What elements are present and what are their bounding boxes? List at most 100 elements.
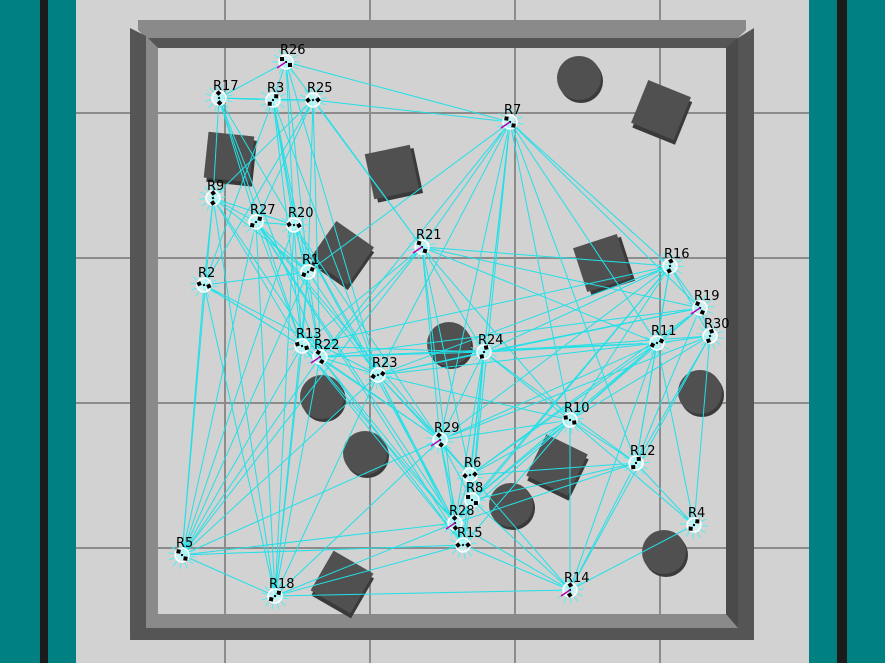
robot-r23[interactable]: R23 [358, 355, 398, 394]
comm-link [509, 121, 658, 344]
robot-markers [176, 549, 188, 561]
robot-r1[interactable]: R1 [290, 253, 326, 290]
comm-link [471, 419, 571, 501]
robot-label: R26 [280, 43, 306, 58]
robot-r9[interactable]: R9 [194, 179, 233, 218]
comm-link [471, 121, 511, 501]
comm-link [569, 265, 671, 421]
robot-markers [466, 494, 478, 506]
comm-link [212, 197, 257, 223]
wall-south-face [146, 614, 738, 628]
robot-r12[interactable]: R12 [621, 444, 656, 478]
robot-r11[interactable]: R11 [638, 324, 677, 362]
robot-r22[interactable]: R22 [301, 338, 340, 377]
comm-link [421, 121, 511, 248]
left-band [0, 0, 40, 663]
left-band-edge [40, 0, 48, 663]
robot-r21[interactable]: R21 [405, 228, 442, 264]
robot-label: R27 [250, 203, 276, 218]
comm-link [471, 265, 671, 501]
trail [276, 61, 287, 69]
comm-link [293, 224, 441, 441]
robot-markers [631, 456, 641, 470]
comm-link [569, 342, 658, 591]
comm-link [421, 246, 671, 267]
robot-label: R3 [267, 81, 284, 96]
comm-link [469, 419, 571, 476]
robot-r15[interactable]: R15 [443, 525, 483, 564]
comm-link [274, 356, 321, 597]
robot-r17[interactable]: R17 [199, 78, 239, 118]
comm-link [483, 265, 671, 353]
comm-link [274, 589, 571, 597]
trail [560, 589, 571, 597]
robot-r25[interactable]: R25 [293, 80, 333, 119]
comm-link [301, 345, 464, 546]
robot-r26[interactable]: R26 [272, 43, 306, 76]
comm-link [203, 284, 379, 376]
comm-link [635, 462, 695, 526]
wall-north-face [146, 38, 738, 48]
comm-link [421, 246, 441, 441]
robot-markers [301, 266, 315, 278]
comm-link [693, 335, 711, 526]
comm-link [293, 224, 309, 273]
comm-link [293, 224, 303, 347]
robot-label: R24 [478, 333, 504, 348]
comm-link [218, 97, 295, 226]
trail [500, 121, 511, 129]
robot-r16[interactable]: R16 [651, 247, 690, 285]
comm-link [255, 221, 303, 347]
comm-link [377, 351, 485, 376]
robot-r6[interactable]: R6 [450, 455, 490, 495]
comm-link [483, 335, 711, 353]
robot-r2[interactable]: R2 [186, 266, 223, 303]
robot-r4[interactable]: R4 [679, 506, 709, 540]
robot-markers [688, 519, 700, 531]
robot-r14[interactable]: R14 [551, 571, 590, 610]
comm-link [181, 439, 441, 556]
robot-r7[interactable]: R7 [494, 103, 526, 138]
communication-links [181, 61, 711, 597]
robot-label: R5 [176, 536, 193, 551]
robot-r3[interactable]: R3 [258, 81, 288, 115]
robot-label: R18 [269, 577, 295, 592]
robot-markers [455, 542, 471, 548]
robot-r27[interactable]: R27 [239, 203, 276, 239]
robot-r30[interactable]: R30 [692, 317, 730, 354]
comm-link [272, 99, 379, 376]
robot-r24[interactable]: R24 [468, 333, 504, 368]
robot-markers [267, 94, 279, 106]
comm-link [181, 271, 309, 556]
comm-link [212, 197, 295, 226]
robot-r18[interactable]: R18 [258, 577, 295, 613]
robot-r8[interactable]: R8 [457, 481, 487, 515]
robot-r19[interactable]: R19 [682, 289, 720, 326]
comm-link [307, 271, 321, 358]
robot-markers [305, 97, 321, 103]
right-band-inner [809, 0, 837, 663]
robot-label: R20 [288, 206, 314, 221]
comm-link [181, 554, 276, 597]
comm-link [272, 99, 309, 273]
robot-r10[interactable]: R10 [554, 401, 590, 436]
robot-r28[interactable]: R28 [435, 503, 475, 543]
robot-label: R28 [449, 504, 475, 519]
robot-markers [649, 338, 665, 348]
robot-label: R6 [464, 456, 481, 471]
robot-r20[interactable]: R20 [275, 206, 314, 244]
comm-link [377, 374, 571, 421]
comm-link [301, 246, 423, 347]
robot-r29[interactable]: R29 [420, 420, 460, 459]
cylinder-obstacle [557, 56, 603, 103]
robot-markers [286, 221, 302, 229]
comm-link [319, 351, 485, 358]
robot-r5[interactable]: R5 [166, 536, 198, 571]
comm-link [469, 462, 637, 476]
left-band-inner [48, 0, 76, 663]
robot-label: R17 [213, 79, 239, 94]
robot-label: R15 [457, 526, 483, 541]
robot-r13[interactable]: R13 [285, 327, 322, 363]
